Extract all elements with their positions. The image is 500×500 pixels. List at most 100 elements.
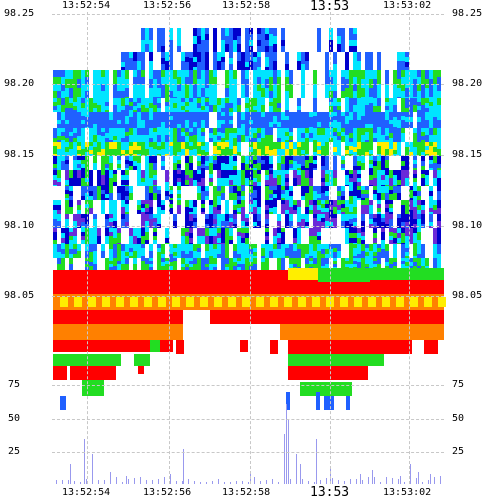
heat-cell xyxy=(57,200,61,205)
heat-cell xyxy=(369,164,373,168)
heat-cell xyxy=(165,170,169,174)
heat-cell xyxy=(185,67,189,70)
heat-cell xyxy=(333,248,337,252)
heat-cell xyxy=(213,164,217,168)
heat-cell xyxy=(197,264,201,270)
heat-cell xyxy=(393,180,397,185)
heat-cell xyxy=(57,91,61,98)
heat-cell xyxy=(429,102,433,106)
heat-cell xyxy=(373,79,377,88)
heat-cell xyxy=(193,200,197,207)
heat-cell xyxy=(149,261,153,264)
heat-cell xyxy=(325,161,329,166)
heat-cell xyxy=(333,52,337,58)
heat-cell xyxy=(137,233,141,238)
heat-cell xyxy=(361,88,365,97)
heat-cell xyxy=(133,132,137,136)
heat-cell xyxy=(285,248,289,252)
heat-cell xyxy=(117,120,121,124)
heat-cell xyxy=(365,142,369,147)
heat-cell xyxy=(157,117,161,122)
heat-cell xyxy=(205,106,209,110)
heat-cell xyxy=(209,218,213,222)
heat-cell xyxy=(285,170,289,174)
heat-cell xyxy=(333,207,337,214)
heat-cell xyxy=(373,133,377,138)
heat-cell xyxy=(89,200,93,204)
heat-cell xyxy=(301,120,305,128)
heat-cell xyxy=(417,232,421,236)
heat-cell xyxy=(317,251,321,258)
volume-bar xyxy=(110,472,111,484)
heat-cell xyxy=(297,244,301,249)
heat-cell xyxy=(257,149,261,156)
heat-cell xyxy=(69,108,73,112)
heat-cell xyxy=(389,236,393,240)
heat-cell xyxy=(405,200,409,207)
heat-cell xyxy=(141,204,145,208)
heat-cell xyxy=(145,214,149,221)
heat-cell xyxy=(193,226,197,228)
heat-cell xyxy=(381,166,385,170)
heat-cell xyxy=(61,258,65,264)
heat-cell xyxy=(309,138,313,142)
heat-cell xyxy=(121,70,125,77)
heat-cell xyxy=(365,210,369,214)
heat-cell xyxy=(285,210,289,214)
heat-cell xyxy=(313,124,317,128)
heat-cell xyxy=(405,248,409,252)
heat-cell xyxy=(201,128,205,132)
heat-cell xyxy=(181,170,185,175)
heat-cell xyxy=(149,251,153,258)
heat-cell xyxy=(149,133,153,138)
heat-cell xyxy=(325,120,329,128)
heat-cell xyxy=(437,112,441,120)
heat-cell xyxy=(397,186,401,193)
heat-cell xyxy=(261,97,265,98)
heat-cell xyxy=(57,128,61,132)
heat-cell xyxy=(253,110,257,112)
x-tick-label-bottom: 13:52:54 xyxy=(62,487,111,498)
heat-cell xyxy=(329,244,333,249)
heat-cell xyxy=(281,112,285,120)
heat-cell xyxy=(325,208,329,212)
heat-cell xyxy=(241,64,245,70)
heat-cell xyxy=(409,210,413,214)
heat-cell xyxy=(405,52,409,57)
heat-cell xyxy=(337,127,341,128)
heat-cell xyxy=(273,244,277,249)
heat-cell xyxy=(437,77,441,84)
heat-cell xyxy=(149,219,153,224)
grid-line-y xyxy=(52,155,444,156)
volume-bar xyxy=(308,481,309,484)
heat-cell xyxy=(381,186,385,193)
heat-cell xyxy=(129,146,133,150)
heat-cell xyxy=(345,105,349,112)
volume-bar xyxy=(212,481,213,484)
heat-cell xyxy=(237,98,241,105)
x-tick-label-top: 13:52:56 xyxy=(143,0,192,11)
heat-cell xyxy=(193,135,197,142)
heat-cell xyxy=(153,149,157,156)
heat-cell xyxy=(429,164,433,168)
heat-cell xyxy=(425,124,429,128)
heat-cell xyxy=(53,84,57,91)
heat-cell xyxy=(373,88,377,97)
heat-cell xyxy=(165,196,169,200)
heat-cell xyxy=(373,233,377,238)
volume-tick-label-right: 75 xyxy=(452,379,465,390)
heat-cell xyxy=(297,238,301,243)
heat-cell xyxy=(137,120,141,128)
heat-cell xyxy=(337,28,341,36)
heat-cell xyxy=(281,46,285,52)
heat-cell xyxy=(385,212,389,214)
heat-cell xyxy=(293,205,297,210)
heat-cell xyxy=(209,264,213,270)
heat-cell xyxy=(413,233,417,238)
heat-cell xyxy=(113,105,117,112)
heat-cell xyxy=(105,138,109,142)
heat-cell xyxy=(105,160,109,164)
volume-bar xyxy=(296,480,297,484)
heat-cell xyxy=(333,132,337,136)
heat-cell xyxy=(181,236,185,244)
